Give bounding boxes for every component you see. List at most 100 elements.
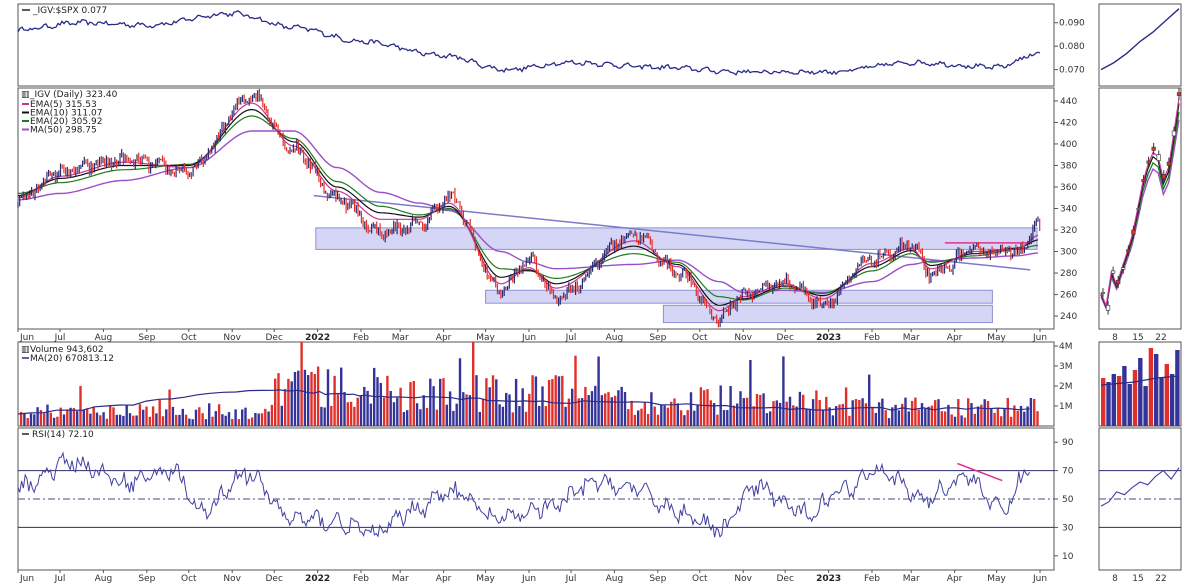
volume-bar xyxy=(250,417,254,426)
inset-xtick-label: 8 xyxy=(1112,574,1118,584)
volume-bar xyxy=(105,418,109,426)
inset-ma50 xyxy=(1100,119,1180,312)
volume-bar xyxy=(881,398,884,426)
volume-bar xyxy=(709,400,712,426)
volume-ytick-label: 1M xyxy=(1059,402,1073,412)
volume-bar xyxy=(323,407,326,426)
volume-bar xyxy=(703,390,706,426)
xtick-label: Sep xyxy=(649,574,666,584)
volume-bar xyxy=(425,407,429,426)
inset-volume-bar xyxy=(1154,354,1159,426)
volume-bar xyxy=(349,401,353,426)
xtick-label: Aug xyxy=(606,333,624,343)
volume-bar xyxy=(914,397,917,426)
chart-axes: 0.090 0.080 0.070 440 420 400 380 360 340 320 300 2… xyxy=(17,19,1167,584)
volume-bar xyxy=(580,398,584,426)
volume-bar xyxy=(429,378,432,426)
support-zone-upper xyxy=(485,289,993,304)
inset-volume-ma xyxy=(1100,375,1180,386)
volume-bar xyxy=(468,395,472,426)
inset-volume-bar xyxy=(1111,374,1116,426)
volume-bar xyxy=(346,402,349,426)
volume-bar xyxy=(670,401,673,426)
rsi-divergence-line xyxy=(957,462,1003,482)
volume-bar xyxy=(382,397,386,426)
xtick-label: Sep xyxy=(138,574,155,584)
volume-bar xyxy=(439,378,442,426)
inset-xtick-label: 22 xyxy=(1155,574,1166,584)
rsi-ytick-label: 90 xyxy=(1062,438,1074,448)
inset-volume-bar xyxy=(1143,386,1148,426)
legend-label: MA(50) 298.75 xyxy=(30,126,97,136)
inset-candle-body xyxy=(1151,146,1156,151)
volume-bar xyxy=(640,408,643,426)
series-ema20 xyxy=(17,115,1039,301)
volume-bar xyxy=(851,400,854,426)
volume-bar xyxy=(36,407,39,426)
volume-bar xyxy=(772,401,775,426)
inset-ratio-frame xyxy=(1098,3,1182,87)
inset-candle-body xyxy=(1121,267,1126,270)
volume-bar xyxy=(841,403,844,426)
inset-candle-body xyxy=(1161,174,1166,179)
volume-bar xyxy=(627,409,630,426)
volume-bar xyxy=(980,404,983,426)
xtick-label: Feb xyxy=(864,333,880,343)
volume-bar xyxy=(214,411,217,426)
volume-bar xyxy=(303,369,307,426)
volume-bar xyxy=(788,396,792,426)
volume-bar xyxy=(930,405,934,426)
volume-bar xyxy=(122,415,125,426)
volume-bar xyxy=(300,342,303,426)
volume-bar xyxy=(198,407,201,426)
volume-bar xyxy=(613,395,617,426)
volume-bar xyxy=(369,403,373,426)
volume-bar xyxy=(531,375,534,426)
volume-bar xyxy=(99,415,102,426)
volume-bar xyxy=(511,412,514,426)
volume-bar xyxy=(188,418,191,426)
price-ytick-label: 320 xyxy=(1060,226,1077,236)
volume-bar xyxy=(313,374,316,426)
volume-bar xyxy=(554,375,557,426)
volume-bar xyxy=(693,410,696,426)
xtick-label: Sep xyxy=(138,333,155,343)
volume-bar xyxy=(412,380,415,426)
volume-bar xyxy=(736,403,739,426)
volume-bar xyxy=(699,387,703,426)
inset-candle-body xyxy=(1111,270,1116,274)
xtick-label: 2023 xyxy=(816,333,841,343)
ratio-ytick-label: 0.070 xyxy=(1059,66,1085,76)
volume-bar xyxy=(85,408,89,426)
volume-bar xyxy=(165,409,168,426)
volume-bar xyxy=(993,412,996,426)
volume-bar xyxy=(828,407,831,426)
volume-bar xyxy=(831,415,835,426)
volume-bar xyxy=(769,411,772,426)
volume-bar xyxy=(567,398,571,426)
volume-bar xyxy=(996,408,1000,426)
volume-bar xyxy=(283,388,287,426)
inset-candle-body xyxy=(1156,154,1161,161)
inset-candle-body xyxy=(1105,305,1111,311)
volume-bar xyxy=(66,409,69,426)
volume-bar xyxy=(19,411,23,426)
volume-bar xyxy=(237,419,241,426)
volume-bar xyxy=(333,375,336,426)
xtick-label: Jun xyxy=(19,574,34,584)
volume-bar xyxy=(435,409,439,426)
volume-bar xyxy=(234,409,237,426)
volume-bar xyxy=(518,406,521,426)
volume-ytick-label: 4M xyxy=(1059,342,1073,352)
volume-bar xyxy=(1019,405,1023,426)
volume-bar xyxy=(963,417,967,426)
volume-bar xyxy=(835,406,838,426)
volume-bar xyxy=(505,392,508,426)
volume-bar xyxy=(732,405,736,426)
volume-bar xyxy=(336,394,340,426)
volume-bar xyxy=(637,410,640,426)
volume-bar xyxy=(270,404,274,426)
inset-candle-body xyxy=(1136,208,1141,210)
volume-bar xyxy=(175,414,178,426)
volume-bar xyxy=(897,410,901,426)
